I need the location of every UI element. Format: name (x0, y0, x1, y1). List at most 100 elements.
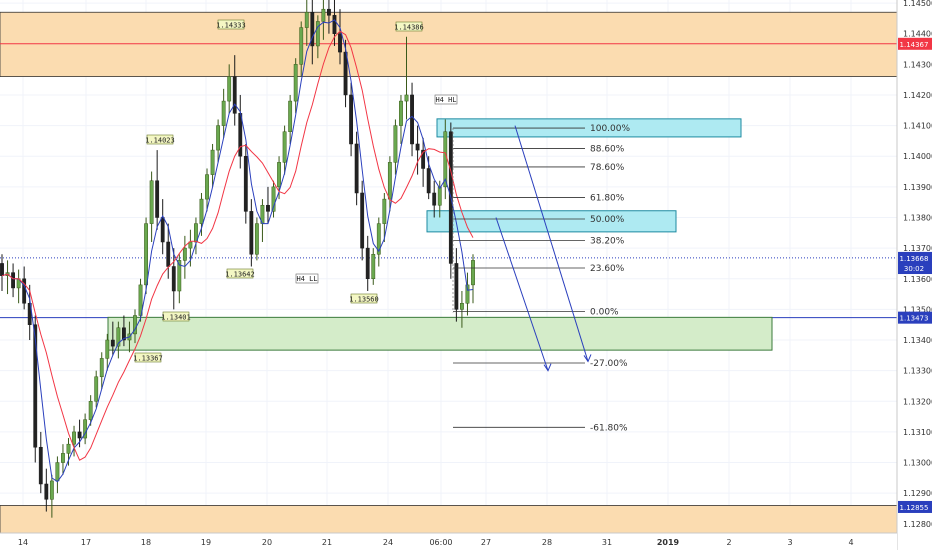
projection-arrow (495, 217, 549, 371)
candle-body (304, 12, 309, 28)
candle-body (133, 315, 137, 335)
candle-body (354, 143, 359, 194)
candle-body (293, 64, 298, 102)
candle-body (460, 303, 464, 310)
time-tick-label: 2019 (657, 538, 680, 547)
candle-body (232, 76, 237, 114)
time-tick-label: 27 (481, 538, 491, 547)
time-axis[interactable]: 14 17 18 19 20 21 24 06:00 27 28 31 2019 2 3 4 (0, 532, 897, 550)
candle-body (66, 443, 71, 454)
candle-body (432, 192, 437, 206)
price-tag-label: 30:02 (904, 265, 924, 273)
candle-body (471, 260, 475, 286)
swing-callouts-layer: 1.14333 1.14386 1.14023 1.13642 1.13560 1.134… (133, 19, 458, 363)
price-tick-label: 1.13000 (903, 459, 932, 468)
candle-body (327, 8, 331, 16)
candle-body (177, 260, 182, 292)
candle-body (99, 358, 104, 378)
candle-body (83, 419, 88, 439)
swing-callout-label: 1.13642 (225, 271, 255, 279)
time-tick-label: 18 (141, 538, 151, 547)
swing-callout-box (146, 134, 174, 145)
time-tick-label: 17 (81, 538, 91, 547)
swing-callout-box (162, 311, 190, 322)
price-tag (898, 500, 932, 513)
price-tick-label: 1.14200 (903, 91, 932, 100)
candle-body (55, 462, 60, 482)
boxes-layer (107, 118, 773, 351)
candle-body (421, 149, 426, 169)
candle-body (404, 94, 409, 102)
timeframe-marker-box (434, 94, 458, 105)
swing-callout-box (226, 268, 254, 279)
price-tag-label: 1.14367 (900, 41, 929, 49)
time-tick-label: 4 (848, 538, 853, 547)
candle-body (0, 263, 4, 276)
price-axis[interactable]: 1.14500 1.14400 1.14300 1.14200 1.14100 1.140… (896, 0, 932, 550)
candle-body (155, 180, 160, 218)
candle-body (77, 431, 82, 439)
candle-body (227, 76, 232, 102)
fib-label: 78.60% (590, 163, 625, 173)
candle-body (72, 431, 76, 445)
fib-label: 61.80% (590, 194, 625, 204)
price-tick-label: 1.12800 (903, 520, 932, 529)
candle-body (376, 223, 381, 255)
zones-layer (0, 11, 898, 534)
candle-body (105, 339, 110, 359)
fib-label: 88.60% (590, 145, 625, 155)
candle-body (299, 27, 304, 65)
candle-body (188, 241, 193, 249)
candle-body (49, 480, 54, 500)
candle-body (110, 339, 115, 347)
moving-averages-layer (1, 19, 474, 483)
time-tick-label: 28 (542, 538, 552, 547)
arrow-head (543, 363, 552, 372)
swing-callout-label: 1.13401 (161, 314, 191, 322)
price-tag-label: 1.13473 (900, 315, 929, 323)
projection-arrow (514, 125, 589, 362)
candle-body (382, 198, 387, 224)
time-tick-label: 06:00 (429, 538, 452, 547)
candle-body (116, 327, 121, 347)
candle-body (393, 125, 398, 163)
price-tick-label: 1.13800 (903, 213, 932, 222)
price-tick-label: 1.13100 (903, 428, 932, 437)
candle-body (61, 453, 65, 463)
swing-callout-label: 1.14386 (394, 24, 424, 32)
swing-callout-label: 1.13560 (349, 296, 379, 304)
fib-label: 38.20% (590, 236, 625, 246)
time-tick-label: 2 (726, 538, 731, 547)
candle-body (371, 253, 376, 280)
candle-body (138, 284, 143, 316)
price-tick-label: 1.13500 (903, 305, 932, 314)
timeframe-marker-label: H4 HL (435, 96, 456, 104)
price-tag (898, 37, 932, 50)
time-tick-label: 3 (787, 538, 792, 547)
cyan-box-mid (426, 210, 677, 233)
swing-callout-box (350, 293, 378, 304)
candle-body (410, 94, 414, 145)
candle-body (332, 15, 337, 34)
fib-label: 23.60% (590, 264, 625, 274)
price-tag-label: 1.13668 (900, 255, 929, 263)
candle-body (38, 446, 43, 485)
candle-body (216, 125, 221, 151)
candle-body (343, 51, 348, 96)
series-ma-fast (1, 19, 474, 483)
candle-body (360, 192, 365, 249)
green-demand-box (107, 316, 773, 351)
candle-body (399, 100, 403, 126)
price-tick-label: 1.13700 (903, 244, 932, 253)
candle-body (266, 204, 270, 212)
candle-body (387, 162, 392, 200)
swing-callout-box (395, 21, 423, 32)
candle-body (94, 376, 99, 402)
price-tag (898, 311, 932, 324)
time-tick-label: 19 (201, 538, 211, 547)
price-tag (898, 251, 932, 264)
time-axis-background (0, 533, 897, 550)
candle-body (271, 186, 276, 212)
candle-body (199, 198, 204, 224)
